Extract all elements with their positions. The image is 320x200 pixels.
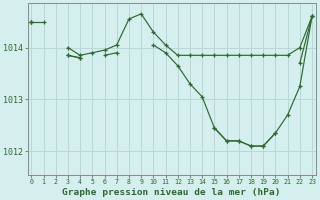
X-axis label: Graphe pression niveau de la mer (hPa): Graphe pression niveau de la mer (hPa) [62,188,281,197]
